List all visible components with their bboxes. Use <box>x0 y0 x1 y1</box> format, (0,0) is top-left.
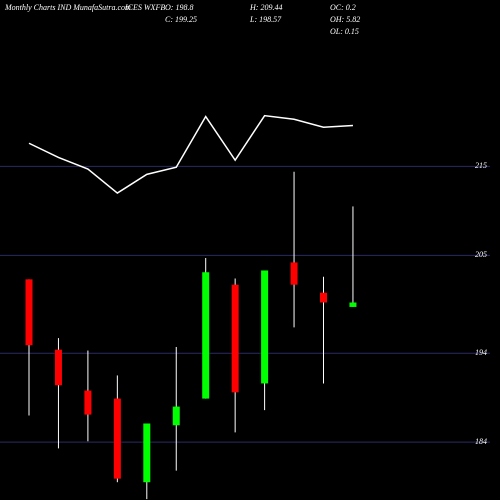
info-low: L: 198.57 <box>249 15 282 24</box>
info-ol: OL: 0.15 <box>330 27 359 36</box>
indicator-line <box>28 114 353 194</box>
info-oh: OH: 5.82 <box>330 15 360 24</box>
info-close: C: 199.25 <box>165 15 197 24</box>
chart-title: Monthly Charts IND MunafaSutra.com <box>4 3 131 12</box>
y-tick-label: 215 <box>475 161 487 170</box>
info-oc: OC: 0.2 <box>330 3 356 12</box>
candle-body <box>54 349 62 386</box>
candle-body <box>349 302 357 307</box>
candle-body <box>113 398 121 479</box>
candle-body <box>261 270 269 384</box>
chart-subtitle: ICES WXFB <box>124 3 165 12</box>
candle-body <box>320 292 327 303</box>
candle-body <box>172 406 180 426</box>
y-tick-label: 194 <box>475 348 487 357</box>
info-high: H: 209.44 <box>249 3 282 12</box>
candle-body <box>202 272 210 399</box>
candle-body <box>290 262 298 285</box>
candle-body <box>25 279 33 346</box>
candle-body <box>231 284 239 393</box>
y-tick-label: 184 <box>475 437 487 446</box>
candle-body <box>84 390 92 415</box>
y-tick-label: 205 <box>475 250 487 259</box>
candle-body <box>143 423 151 483</box>
info-open: O: 198.8 <box>165 3 193 12</box>
